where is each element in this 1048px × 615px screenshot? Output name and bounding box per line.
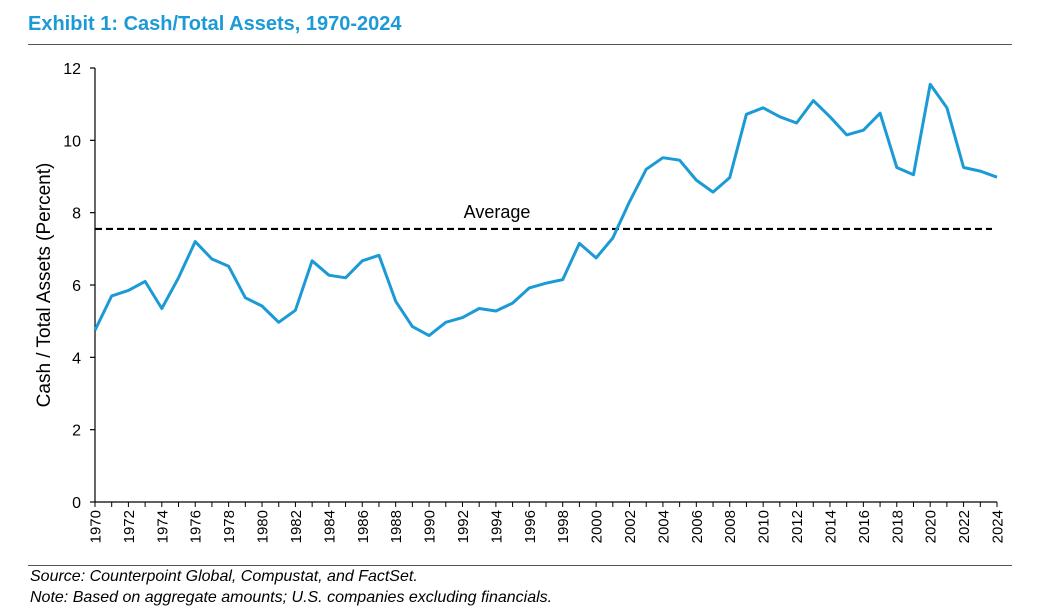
x-tick-label: 2022 [956,510,973,543]
x-tick-label: 2008 [722,510,739,543]
y-axis: 0 2 4 6 8 10 12 [63,61,96,512]
footer-divider [28,565,1012,566]
y-tick-label: 12 [63,61,81,78]
x-axis: 1970 1972 1974 1976 1978 1980 1982 1984 1986 1988… [88,501,1007,543]
page-title: Exhibit 1: Cash/Total Assets, 1970-2024 [28,13,402,35]
x-tick-label: 1998 [555,510,572,543]
x-tick-label: 1994 [488,510,505,543]
x-tick-label: 2000 [589,510,606,543]
x-tick-label: 1976 [188,510,205,543]
x-tick-label: 2020 [923,510,940,543]
average-label: Average [464,202,531,222]
x-tick-label: 2014 [822,510,839,543]
x-tick-label: 1970 [88,510,105,543]
x-tick-label: 2016 [856,510,873,543]
y-axis-label: Cash / Total Assets (Percent) [34,163,55,408]
x-tick-label: 2002 [622,510,639,543]
source-note: Source: Counterpoint Global, Compustat, … [30,568,418,585]
x-tick-label: 1986 [355,510,372,543]
y-tick-label: 0 [72,495,81,512]
y-tick-label: 10 [63,133,81,150]
x-tick-label: 1992 [455,510,472,543]
series-line [93,82,998,338]
x-tick-label: 1988 [388,510,405,543]
y-tick-label: 6 [72,278,81,295]
x-tick-label: 2006 [689,510,706,543]
footnote: Note: Based on aggregate amounts; U.S. c… [30,589,553,606]
x-tick-label: 1982 [288,510,305,543]
y-tick-label: 2 [72,423,81,440]
average-reference: Average [95,202,992,231]
x-tick-label: 2010 [756,510,773,543]
series-group [93,82,998,338]
x-tick-label: 1974 [154,510,171,543]
x-tick-label: 1996 [522,510,539,543]
x-tick-label: 1984 [321,510,338,543]
x-tick-label: 2018 [889,510,906,543]
x-tick-label: 2004 [655,510,672,543]
x-tick-label: 2024 [990,510,1007,543]
x-tick-label: 2012 [789,510,806,543]
x-tick-label: 1980 [255,510,272,543]
title-divider [28,44,1012,45]
y-tick-label: 8 [72,206,81,223]
x-tick-label: 1972 [121,510,138,543]
y-tick-label: 4 [72,350,81,367]
x-tick-label: 1990 [422,510,439,543]
x-tick-label: 1978 [221,510,238,543]
